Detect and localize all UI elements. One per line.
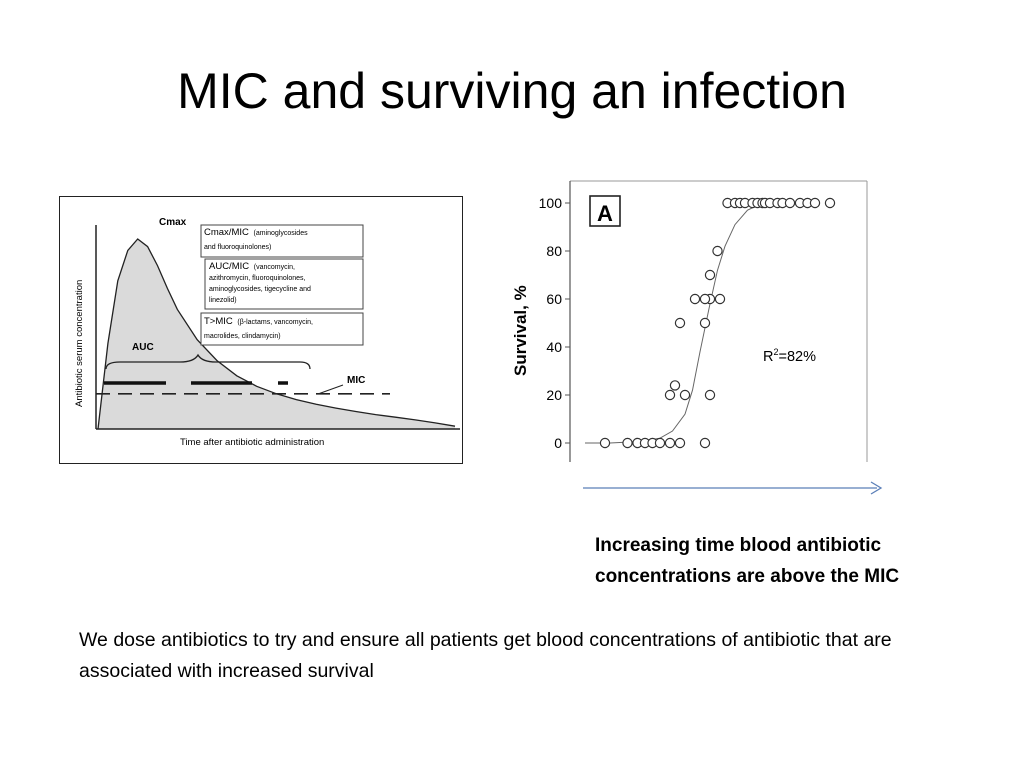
panel-label-box — [589, 195, 621, 227]
auc-mic-box-text: aminoglycosides, tigecycline and — [209, 286, 311, 293]
data-point — [664, 389, 676, 401]
r-squared-annotation: R2=82% — [763, 347, 816, 365]
cmax-mic-box-text: and fluoroquinolones) — [204, 244, 271, 251]
data-point — [699, 317, 711, 329]
cmax-mic-box — [200, 224, 364, 258]
arrow-caption: Increasing time blood antibiotic concent… — [595, 535, 900, 587]
y-tick-label: 40 — [546, 339, 562, 355]
data-point — [824, 197, 836, 209]
data-point — [679, 389, 691, 401]
y-tick-layer: 0 20 40 60 80 100 — [539, 195, 570, 451]
auc-mic-box-title: AUC/MIC (vancomycin, — [209, 261, 295, 272]
data-point — [664, 437, 676, 449]
auc-brace — [105, 353, 311, 370]
auc-mic-box-text: azithromycin, fluoroquinolones, — [209, 275, 306, 282]
mic-label-leader — [317, 384, 344, 395]
cmax-label: Cmax — [159, 217, 187, 228]
survival-y-axis-label: Survival, % — [511, 285, 530, 376]
cmax-mic-box-title: Cmax/MIC (aminoglycosides — [204, 227, 308, 238]
pk-area-layer — [97, 238, 456, 430]
pk-x-axis-label: Time after antibiotic administration — [180, 437, 324, 448]
auc-shaded-area — [98, 239, 455, 429]
pk-chart: Cmax AUC MIC Cmax/MIC (aminoglycosides a… — [74, 217, 460, 448]
data-points — [599, 197, 836, 449]
pk-figure: Cmax AUC MIC Cmax/MIC (aminoglycosides a… — [59, 196, 463, 464]
data-point — [669, 380, 681, 391]
data-point — [699, 293, 711, 305]
auc-mic-box — [204, 258, 364, 310]
mic-label: MIC — [347, 375, 365, 386]
data-point — [674, 437, 686, 449]
data-point — [699, 437, 711, 449]
t-mic-box-text: macrolides, clindamycin) — [204, 333, 281, 340]
data-point — [704, 389, 716, 401]
y-tick-label: 0 — [554, 435, 562, 451]
auc-label: AUC — [132, 342, 154, 353]
survival-chart: 0 20 40 60 80 100 A Survival, % R2=82% — [511, 180, 883, 495]
data-point — [714, 293, 726, 305]
data-point — [809, 197, 821, 209]
data-point — [654, 437, 666, 449]
y-tick-label: 80 — [546, 243, 562, 259]
data-point — [704, 269, 716, 281]
t-mic-box-title: T>MIC (β-lactams, vancomycin, — [204, 316, 313, 327]
data-point — [689, 293, 701, 305]
data-point — [599, 437, 611, 449]
pk-y-axis-label: Antibiotic serum concentration — [74, 280, 85, 407]
slide-title: MIC and surviving an infection — [177, 63, 847, 119]
y-tick-label: 60 — [546, 291, 562, 307]
survival-figure: 0 20 40 60 80 100 A Survival, % R2=82% — [505, 178, 885, 498]
panel-label: A — [597, 201, 613, 226]
data-point — [712, 245, 723, 257]
time-arrow-head-icon — [870, 481, 883, 495]
sigmoid-fit-line — [585, 202, 810, 444]
slide-body-text: We dose antibiotics to try and ensure al… — [79, 629, 892, 682]
concentration-curve — [97, 238, 456, 430]
t-mic-box — [200, 312, 364, 346]
y-tick-label: 100 — [539, 195, 563, 211]
y-tick-label: 20 — [546, 387, 562, 403]
auc-mic-box-text: linezolid) — [209, 297, 237, 304]
data-point — [622, 437, 633, 449]
data-point — [674, 317, 686, 329]
data-point — [784, 197, 796, 209]
